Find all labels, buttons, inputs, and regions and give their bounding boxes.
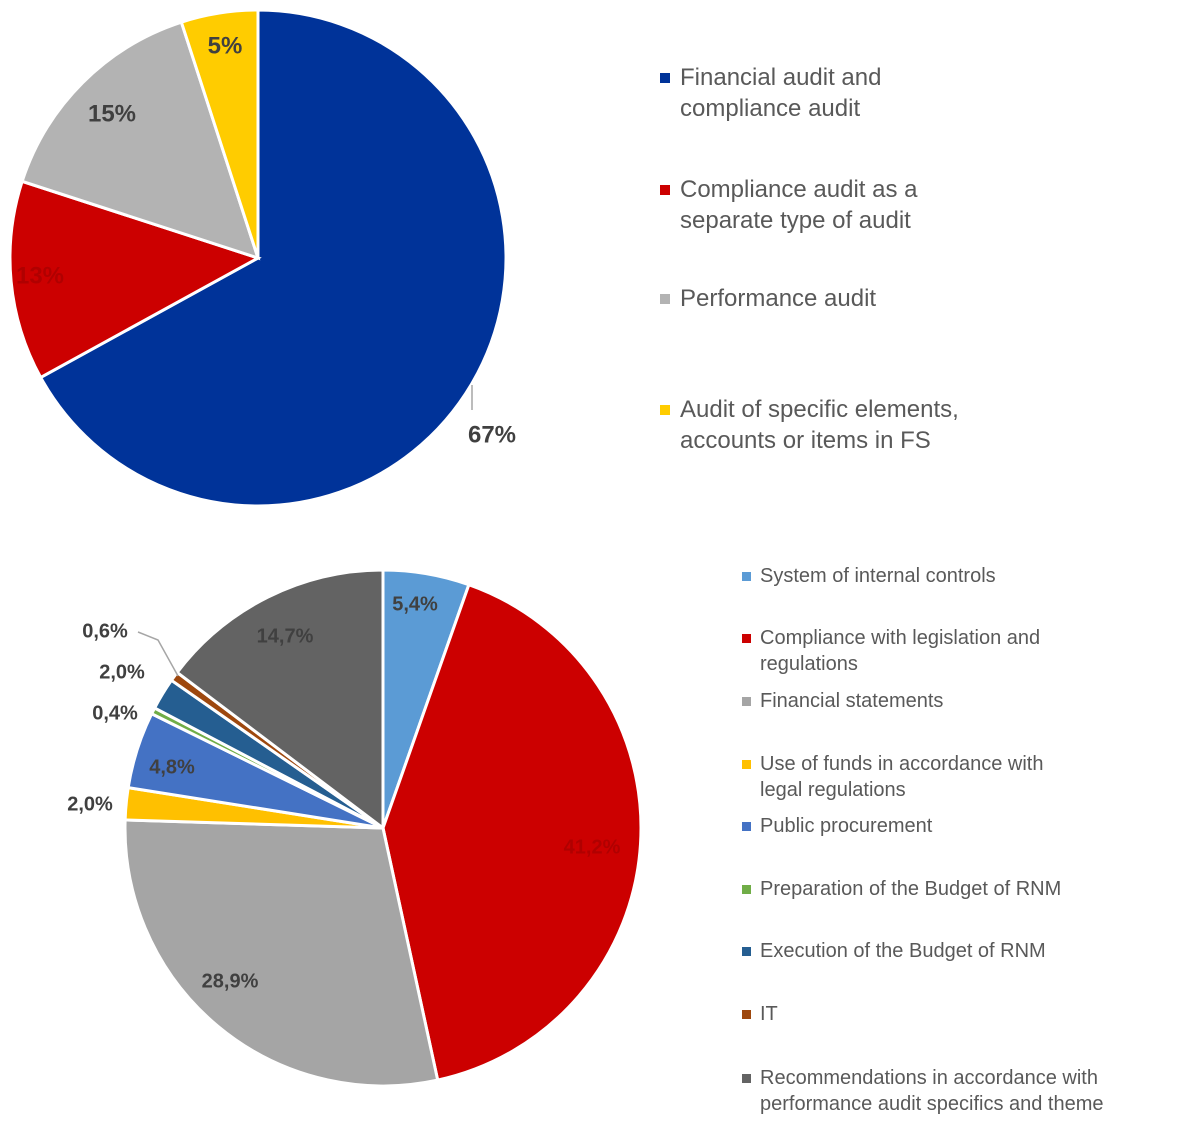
- legend-swatch: [660, 404, 670, 415]
- legend-swatch: [742, 884, 751, 894]
- data-label: 4,8%: [149, 756, 195, 778]
- legend-label: Financial audit and compliance audit: [680, 64, 882, 123]
- pie-slice: [175, 568, 385, 832]
- legend-item: Compliance with legislation and regulati…: [742, 625, 1042, 677]
- legend-label: Performance audit: [680, 285, 877, 312]
- legend-label: Compliance with legislation and regulati…: [760, 627, 1041, 675]
- legend-label: Public procurement: [760, 815, 933, 837]
- legend-swatch: [660, 72, 670, 83]
- legend-label: Recommendations in accordance with perfo…: [760, 1067, 1104, 1115]
- legend-label: Preparation of the Budget of RNM: [760, 878, 1062, 900]
- data-label: 67%: [468, 421, 516, 448]
- legend-item: Performance audit: [660, 283, 990, 314]
- legend-swatch: [742, 759, 751, 769]
- legend-swatch: [660, 293, 670, 304]
- legend-item: Use of funds in accordance with legal re…: [742, 751, 1052, 803]
- legend-item: Execution of the Budget of RNM: [742, 938, 1162, 964]
- data-label: 2,0%: [99, 661, 145, 683]
- legend-label: IT: [760, 1003, 778, 1025]
- data-label: 28,9%: [202, 970, 259, 992]
- legend-swatch: [742, 821, 751, 831]
- legend-item: IT: [742, 1001, 1162, 1027]
- legend-swatch: [742, 1073, 751, 1083]
- legend-label: Financial statements: [760, 690, 944, 712]
- data-label: 0,4%: [92, 702, 138, 724]
- legend-item: Recommendations in accordance with perfo…: [742, 1065, 1167, 1117]
- legend-label: Use of funds in accordance with legal re…: [760, 753, 1044, 801]
- data-label: 2,0%: [67, 793, 113, 815]
- legend-item: Financial audit and compliance audit: [660, 62, 990, 124]
- legend-item: Public procurement: [742, 813, 1162, 839]
- pie-slice: [123, 818, 440, 1088]
- legend-swatch: [742, 1009, 751, 1019]
- legend-item: System of internal controls: [742, 563, 1162, 589]
- legend-item: Audit of specific elements, accounts or …: [660, 394, 990, 456]
- pie-slice: [8, 179, 262, 380]
- data-label: 5%: [208, 32, 243, 59]
- legend-swatch: [660, 184, 670, 195]
- pie-slice: [179, 8, 260, 259]
- data-label: 41,2%: [564, 836, 621, 858]
- data-label: 14,7%: [257, 625, 314, 647]
- data-label: 15%: [88, 100, 136, 127]
- legend-swatch: [742, 696, 751, 706]
- legend-label: Audit of specific elements, accounts or …: [680, 396, 959, 455]
- legend-label: Compliance audit as a separate type of a…: [680, 176, 918, 235]
- data-label: 13%: [16, 262, 64, 289]
- legend-label: Execution of the Budget of RNM: [760, 940, 1046, 962]
- legend-item: Compliance audit as a separate type of a…: [660, 174, 990, 236]
- legend-swatch: [742, 571, 751, 581]
- leader-line: [137, 631, 179, 677]
- legend-swatch: [742, 946, 751, 956]
- legend-item: Financial statements: [742, 688, 1162, 714]
- pie-slice: [381, 582, 643, 1082]
- legend-label: System of internal controls: [760, 565, 996, 587]
- data-label: 5,4%: [392, 593, 438, 615]
- pie-slice: [38, 8, 508, 508]
- legend-item: Preparation of the Budget of RNM: [742, 876, 1162, 902]
- data-label: 0,6%: [82, 620, 128, 642]
- legend-swatch: [742, 633, 751, 643]
